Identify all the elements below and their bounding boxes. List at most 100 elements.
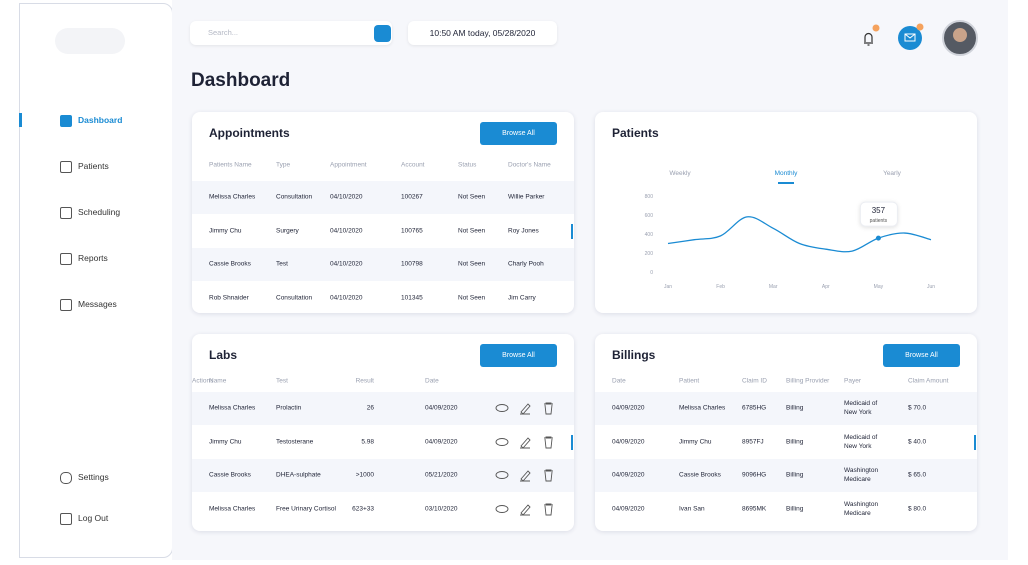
nav-icon bbox=[60, 115, 72, 127]
table-cell: Medicaid of New York bbox=[844, 434, 878, 450]
tooltip-value: 357 bbox=[872, 206, 886, 215]
delete-icon[interactable] bbox=[544, 436, 553, 449]
table-cell: Billing bbox=[786, 505, 804, 513]
bell-icon[interactable] bbox=[864, 32, 873, 46]
table-cell: 9096HG bbox=[742, 471, 767, 479]
table-cell: $ 65.0 bbox=[908, 471, 927, 479]
nav-item[interactable]: Dashboard bbox=[78, 115, 123, 125]
column-header: Claim Amount bbox=[908, 377, 949, 385]
table-cell: 5.98 bbox=[361, 438, 374, 446]
table-cell: Consultation bbox=[276, 294, 313, 302]
nav-icon bbox=[60, 299, 72, 311]
nav-item[interactable]: Reports bbox=[78, 253, 108, 263]
edit-icon[interactable] bbox=[520, 470, 531, 482]
delete-icon[interactable] bbox=[544, 402, 553, 415]
table-cell: Washington Medicare bbox=[844, 501, 879, 517]
notification-dot bbox=[872, 24, 880, 32]
nav-icon bbox=[60, 253, 72, 265]
search-button[interactable] bbox=[374, 25, 391, 42]
tooltip bbox=[859, 201, 898, 227]
nav-item[interactable]: Messages bbox=[78, 299, 117, 309]
delete-icon[interactable] bbox=[544, 503, 553, 516]
row-stripe bbox=[192, 248, 574, 281]
edit-icon[interactable] bbox=[520, 437, 531, 449]
table-cell: Charly Pooh bbox=[508, 260, 544, 268]
delete-icon[interactable] bbox=[544, 469, 553, 482]
y-tick-label: 800 bbox=[645, 194, 654, 200]
column-header: Actions bbox=[192, 377, 214, 385]
table-cell: Jimmy Chu bbox=[209, 227, 242, 235]
x-tick-label: Feb bbox=[716, 284, 725, 290]
view-icon[interactable] bbox=[495, 438, 509, 446]
x-tick-label: May bbox=[874, 284, 884, 290]
table-cell: 04/09/2020 bbox=[612, 471, 645, 479]
table-cell: 05/21/2020 bbox=[425, 471, 458, 479]
table-cell: Cassie Brooks bbox=[209, 471, 251, 479]
table-cell: Jimmy Chu bbox=[209, 438, 242, 446]
table-cell: 04/09/2020 bbox=[612, 505, 645, 513]
nav-item[interactable]: Settings bbox=[78, 472, 109, 482]
active-indicator bbox=[19, 113, 22, 127]
table-cell: 04/09/2020 bbox=[612, 438, 645, 446]
nav-icon bbox=[60, 161, 72, 173]
chart-tab[interactable]: Weekly bbox=[669, 170, 691, 177]
table-cell: Prolactin bbox=[276, 404, 302, 412]
chart: Weekly Monthly Yearly 0 200 400 600 800 Jan Feb Ma… bbox=[645, 170, 936, 290]
column-header: Patients Name bbox=[209, 161, 252, 169]
table-cell: Ivan San bbox=[679, 505, 705, 513]
table-cell: Not Seen bbox=[458, 260, 486, 268]
column-header: Patient bbox=[679, 377, 700, 385]
y-tick-label: 400 bbox=[645, 232, 654, 238]
table-cell: 26 bbox=[366, 404, 374, 412]
table-cell: Billing bbox=[786, 471, 804, 479]
edit-icon[interactable] bbox=[520, 504, 531, 516]
table-cell: Medicaid of New York bbox=[844, 400, 878, 416]
column-header: Name bbox=[209, 377, 227, 385]
table-cell: 623+33 bbox=[352, 505, 374, 513]
column-header: Doctor's Name bbox=[508, 161, 551, 169]
nav-icon bbox=[60, 472, 72, 484]
view-icon[interactable] bbox=[495, 404, 509, 412]
table-cell: Consultation bbox=[276, 193, 313, 201]
x-tick-label: Jun bbox=[927, 284, 935, 290]
chart-tab[interactable]: Yearly bbox=[883, 170, 902, 177]
edit-icon[interactable] bbox=[520, 403, 531, 415]
view-icon[interactable] bbox=[495, 471, 509, 479]
column-header: Date bbox=[425, 377, 439, 385]
search-box[interactable]: Search... bbox=[190, 21, 392, 45]
x-tick-label: Jan bbox=[664, 284, 672, 290]
card-title: Patients bbox=[612, 126, 659, 140]
table-cell: Not Seen bbox=[458, 227, 486, 235]
nav-item[interactable]: Patients bbox=[78, 161, 109, 171]
column-header: Type bbox=[276, 161, 291, 169]
nav-item[interactable]: Scheduling bbox=[78, 207, 121, 217]
browse-button[interactable]: Browse All bbox=[480, 122, 557, 145]
browse-button[interactable]: Browse All bbox=[480, 344, 557, 367]
browse-button[interactable]: Browse All bbox=[883, 344, 960, 367]
table-cell: Jim Carry bbox=[508, 294, 536, 302]
table-cell: Not Seen bbox=[458, 193, 486, 201]
y-tick-label: 0 bbox=[650, 270, 653, 276]
table-cell: 8695MK bbox=[742, 505, 767, 513]
nav-item[interactable]: Log Out bbox=[78, 513, 109, 523]
row-stripe bbox=[595, 459, 977, 492]
logo bbox=[55, 28, 125, 54]
view-icon[interactable] bbox=[495, 505, 509, 513]
y-tick-label: 600 bbox=[645, 213, 654, 219]
table-cell: $ 40.0 bbox=[908, 438, 927, 446]
column-header: Date bbox=[612, 377, 626, 385]
table-cell: Test bbox=[276, 260, 288, 268]
table-cell: Cassie Brooks bbox=[679, 471, 721, 479]
appointments-card: Appointments Browse All Patients Name Type A… bbox=[192, 112, 574, 313]
table-cell: Jimmy Chu bbox=[679, 438, 712, 446]
table-cell: Roy Jones bbox=[508, 227, 539, 235]
table-cell: Willie Parker bbox=[508, 193, 545, 201]
row-stripe bbox=[595, 392, 977, 425]
datetime: 10:50 AM today, 05/28/2020 bbox=[408, 21, 557, 45]
column-header: Payer bbox=[844, 377, 861, 385]
chart-tab[interactable]: Monthly bbox=[775, 170, 799, 177]
table-cell: Melissa Charles bbox=[209, 505, 256, 513]
table-cell: Rob Shnaider bbox=[209, 294, 249, 302]
table-cell: 6785HG bbox=[742, 404, 767, 412]
